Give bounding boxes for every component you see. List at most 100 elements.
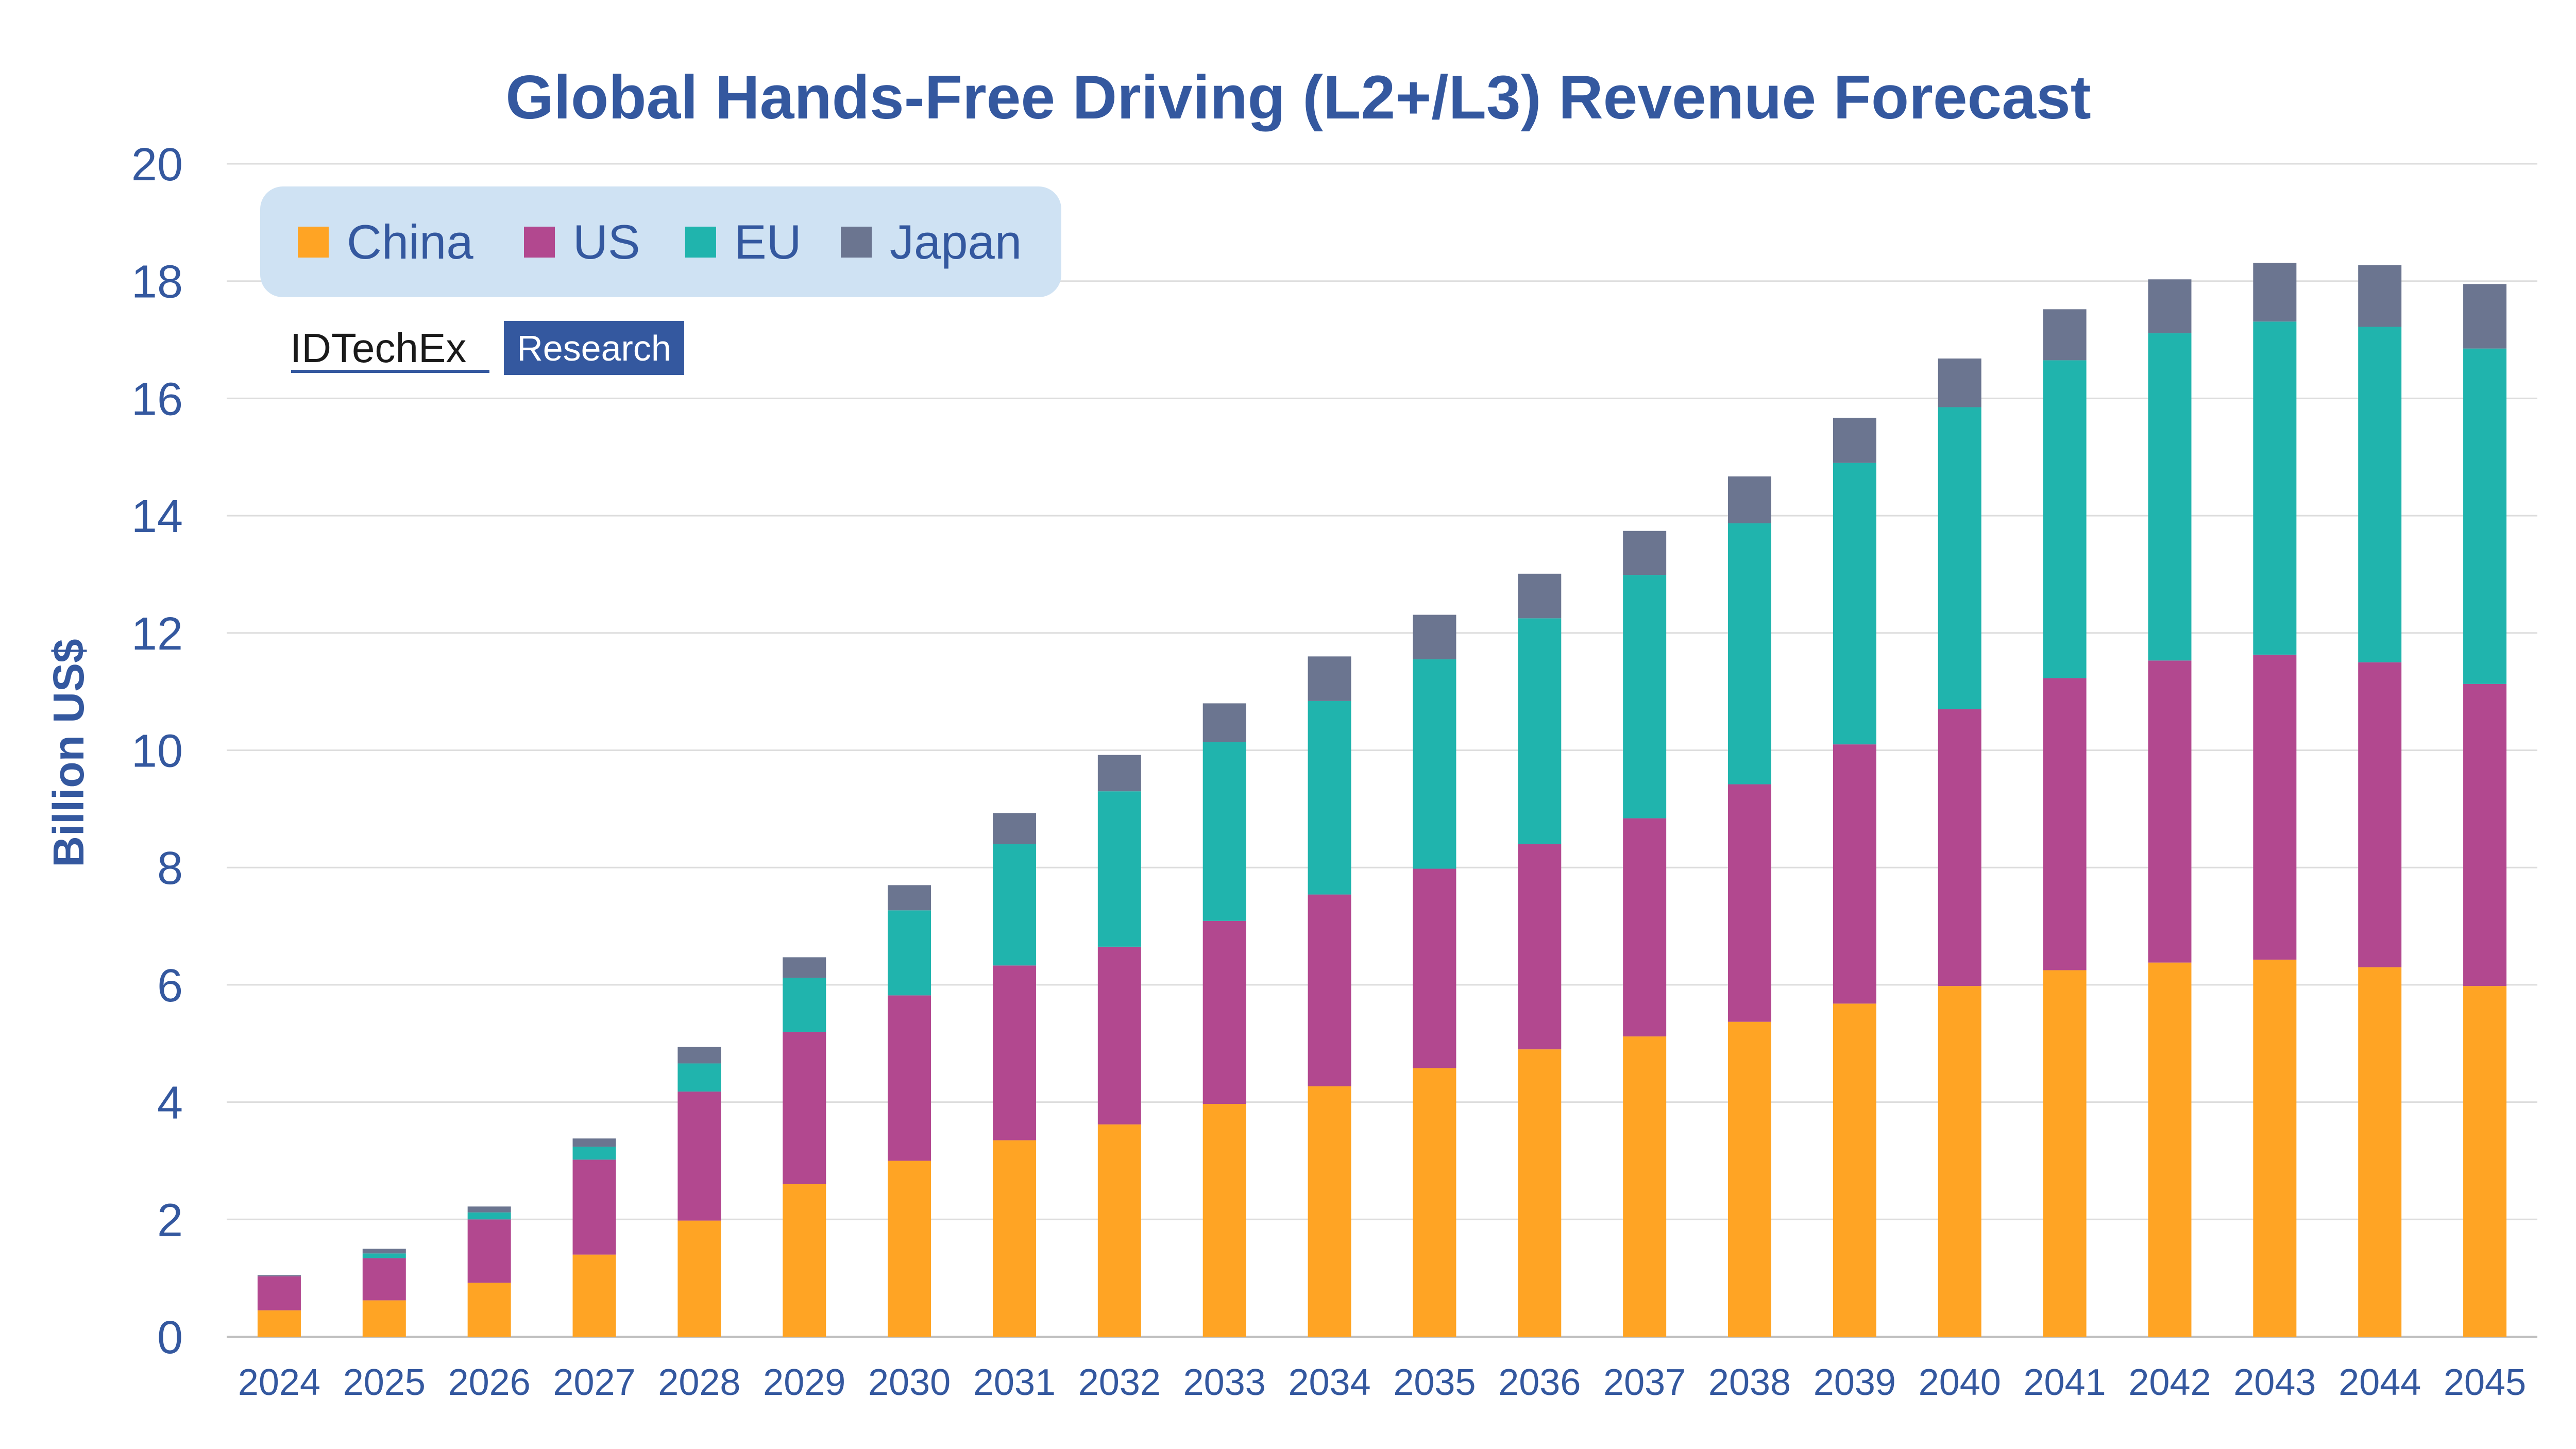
logo-name: IDTechEx <box>290 325 466 371</box>
x-tick-label: 2026 <box>448 1362 531 1403</box>
y-tick-label: 2 <box>157 1195 183 1246</box>
bar-china-2043 <box>2253 959 2297 1337</box>
bar-japan-2027 <box>572 1138 616 1147</box>
bar-stack-2026 <box>467 1206 511 1337</box>
bar-eu-2041 <box>2043 360 2087 678</box>
bar-eu-2034 <box>1308 701 1351 895</box>
x-tick-label: 2040 <box>1919 1362 2001 1403</box>
x-tick-label: 2043 <box>2233 1362 2316 1403</box>
bar-us-2034 <box>1308 894 1351 1086</box>
bar-eu-2044 <box>2358 327 2402 662</box>
x-tick-label: 2035 <box>1393 1362 1476 1403</box>
bar-china-2035 <box>1413 1068 1456 1337</box>
bar-japan-2040 <box>1938 358 1981 407</box>
bar-stack-2043 <box>2253 263 2297 1337</box>
bar-us-2032 <box>1097 946 1141 1124</box>
bar-us-2025 <box>362 1258 406 1301</box>
logo: IDTechEx Research <box>290 321 684 375</box>
bar-stack-2024 <box>257 1275 301 1337</box>
bar-china-2038 <box>1728 1021 1772 1337</box>
bar-us-2024 <box>257 1276 301 1310</box>
bar-japan-2034 <box>1308 656 1351 701</box>
x-tick-label: 2029 <box>763 1362 845 1403</box>
bar-stack-2032 <box>1097 755 1141 1337</box>
logo-underline <box>291 370 489 373</box>
bar-stack-2029 <box>783 957 826 1337</box>
bar-us-2027 <box>572 1160 616 1255</box>
bar-eu-2033 <box>1202 742 1246 921</box>
legend-background <box>260 186 1061 297</box>
y-tick-label: 4 <box>157 1078 183 1129</box>
bars <box>257 263 2507 1337</box>
bar-eu-2038 <box>1728 523 1772 785</box>
bar-china-2034 <box>1308 1086 1351 1337</box>
y-axis-label: Billion US$ <box>44 639 93 867</box>
logo-tag: Research <box>517 328 671 368</box>
bar-japan-2038 <box>1728 476 1772 523</box>
x-tick-label: 2028 <box>658 1362 740 1403</box>
bar-us-2037 <box>1623 818 1667 1037</box>
bar-china-2042 <box>2148 962 2192 1337</box>
bar-china-2032 <box>1097 1124 1141 1337</box>
bar-china-2039 <box>1833 1003 1876 1337</box>
legend-item-us: US <box>524 215 640 269</box>
bar-eu-2035 <box>1413 659 1456 869</box>
legend-item-japan: Japan <box>841 215 1022 269</box>
bar-china-2027 <box>572 1254 616 1337</box>
bar-stack-2035 <box>1413 615 1456 1337</box>
bar-eu-2030 <box>888 910 931 996</box>
x-tick-label: 2036 <box>1498 1362 1581 1403</box>
bar-eu-2039 <box>1833 463 1876 745</box>
x-tick-label: 2038 <box>1708 1362 1791 1403</box>
bar-china-2028 <box>677 1220 721 1337</box>
x-tick-label: 2024 <box>238 1362 320 1403</box>
bar-us-2043 <box>2253 654 2297 960</box>
legend-label: US <box>573 215 640 269</box>
bar-stack-2025 <box>362 1249 406 1337</box>
bar-us-2030 <box>888 995 931 1161</box>
legend-swatch <box>524 227 555 258</box>
y-tick-label: 12 <box>131 608 183 660</box>
bar-us-2044 <box>2358 662 2402 967</box>
bar-stack-2037 <box>1623 531 1667 1337</box>
legend-label: China <box>347 215 473 269</box>
bar-stack-2040 <box>1938 358 1981 1337</box>
bar-stack-2030 <box>888 885 931 1337</box>
bar-eu-2042 <box>2148 333 2192 661</box>
bar-japan-2025 <box>362 1249 406 1254</box>
bar-eu-2029 <box>783 978 826 1032</box>
bar-japan-2041 <box>2043 309 2087 361</box>
bar-us-2033 <box>1202 920 1246 1104</box>
bar-china-2030 <box>888 1161 931 1337</box>
bar-china-2036 <box>1518 1049 1562 1337</box>
y-tick-label: 6 <box>157 960 183 1012</box>
bar-japan-2031 <box>992 813 1036 844</box>
bar-japan-2037 <box>1623 531 1667 575</box>
bar-japan-2024 <box>257 1275 301 1276</box>
y-tick-label: 18 <box>131 257 183 308</box>
bar-stack-2036 <box>1518 573 1562 1337</box>
x-tick-label: 2032 <box>1078 1362 1161 1403</box>
bar-japan-2035 <box>1413 615 1456 660</box>
bar-stack-2031 <box>992 813 1036 1337</box>
logo-research-box <box>504 321 684 375</box>
bar-us-2035 <box>1413 868 1456 1068</box>
bar-us-2029 <box>783 1031 826 1184</box>
bar-china-2029 <box>783 1184 826 1337</box>
bar-japan-2032 <box>1097 755 1141 792</box>
x-axis-ticks: 2024 2025 2026 2027 2028 2029 2030 2031 2032 2033… <box>238 1362 2526 1403</box>
bar-japan-2033 <box>1202 703 1246 742</box>
x-tick-label: 2037 <box>1603 1362 1686 1403</box>
bar-stack-2042 <box>2148 279 2192 1337</box>
bar-us-2026 <box>467 1219 511 1283</box>
bar-china-2033 <box>1202 1104 1246 1337</box>
bar-us-2038 <box>1728 784 1772 1022</box>
bar-us-2045 <box>2463 684 2507 986</box>
bar-us-2040 <box>1938 709 1981 986</box>
y-tick-label: 20 <box>131 139 183 191</box>
x-tick-label: 2045 <box>2444 1362 2526 1403</box>
bar-us-2036 <box>1518 844 1562 1050</box>
bar-stack-2038 <box>1728 476 1772 1337</box>
x-tick-label: 2041 <box>2024 1362 2106 1403</box>
